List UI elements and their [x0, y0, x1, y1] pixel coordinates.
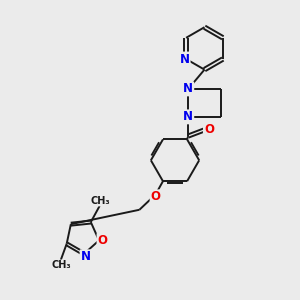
- Text: N: N: [183, 82, 193, 95]
- Text: N: N: [80, 250, 91, 263]
- Text: CH₃: CH₃: [90, 196, 110, 206]
- Text: O: O: [204, 123, 214, 136]
- Text: CH₃: CH₃: [52, 260, 71, 270]
- Text: O: O: [151, 190, 160, 203]
- Text: N: N: [180, 52, 190, 65]
- Text: N: N: [183, 110, 193, 123]
- Text: O: O: [98, 234, 107, 247]
